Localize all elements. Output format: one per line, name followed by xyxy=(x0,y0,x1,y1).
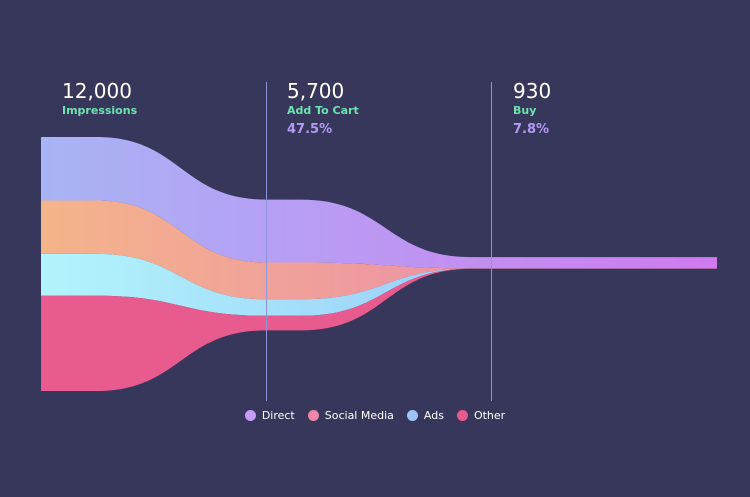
stage-label: Impressions xyxy=(62,104,138,117)
stage-value: 930 xyxy=(513,79,552,103)
legend-swatch xyxy=(456,410,468,421)
stage-add-to-cart: 5,700 Add To Cart 47.5% xyxy=(287,80,359,137)
legend-label: Ads xyxy=(423,409,444,422)
legend-label: Direct xyxy=(261,409,295,422)
stage-dividers xyxy=(266,82,492,401)
funnel-band-social-media[interactable] xyxy=(41,200,717,300)
legend-item-ads[interactable]: Ads xyxy=(406,409,444,422)
legend-item-social-media[interactable]: Social Media xyxy=(307,409,394,422)
funnel-band-direct[interactable] xyxy=(41,137,717,269)
stage-buy: 930 Buy 7.8% xyxy=(513,80,551,137)
stage-label: Buy xyxy=(513,104,537,117)
funnel-bands xyxy=(41,137,717,391)
stage-percent: 7.8% xyxy=(513,122,550,137)
legend-item-other[interactable]: Other xyxy=(456,409,506,422)
stage-value: 5,700 xyxy=(287,79,345,103)
legend-item-direct[interactable]: Direct xyxy=(244,409,295,422)
chart-legend: Direct Social Media Ads Other xyxy=(0,409,750,422)
legend-swatch xyxy=(406,410,418,421)
legend-label: Other xyxy=(473,409,506,422)
stage-impressions: 12,000 Impressions xyxy=(62,80,137,117)
legend-swatch xyxy=(244,410,256,421)
funnel-band-other[interactable] xyxy=(41,268,717,391)
stage-percent: 47.5% xyxy=(287,122,333,137)
legend-swatch xyxy=(307,410,319,421)
legend-label: Social Media xyxy=(324,409,394,422)
stage-label: Add To Cart xyxy=(287,104,359,117)
funnel-band-ads[interactable] xyxy=(41,253,717,316)
stage-value: 12,000 xyxy=(62,79,132,103)
